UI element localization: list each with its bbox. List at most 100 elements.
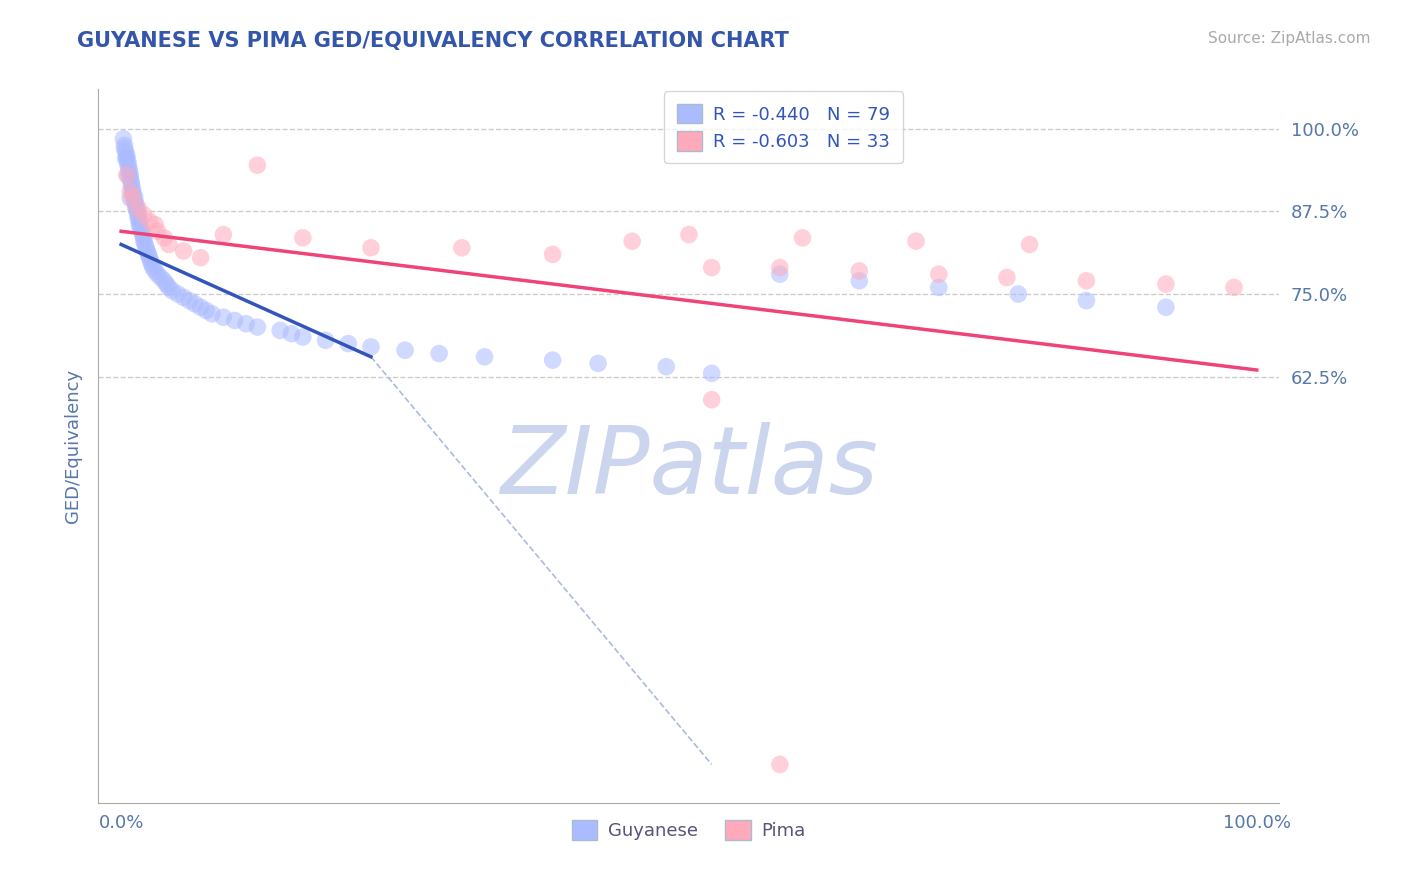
Point xyxy=(132,227,155,242)
Point xyxy=(792,231,814,245)
Point xyxy=(769,260,792,275)
Point xyxy=(143,218,166,232)
Point xyxy=(167,287,190,301)
Point xyxy=(117,168,139,182)
Point xyxy=(146,267,169,281)
Point xyxy=(700,392,723,407)
Point xyxy=(450,241,472,255)
Point xyxy=(173,244,195,258)
Point xyxy=(136,244,159,258)
Point xyxy=(135,241,157,255)
Point xyxy=(394,343,416,358)
Point xyxy=(1018,237,1040,252)
Point xyxy=(541,353,564,368)
Point xyxy=(127,201,149,215)
Point xyxy=(121,181,143,195)
Text: Source: ZipAtlas.com: Source: ZipAtlas.com xyxy=(1208,31,1371,46)
Point xyxy=(1154,300,1177,314)
Point xyxy=(114,138,136,153)
Point xyxy=(769,267,792,281)
Point xyxy=(129,221,152,235)
Point xyxy=(120,191,142,205)
Point xyxy=(360,340,382,354)
Point xyxy=(122,188,145,202)
Point xyxy=(184,297,207,311)
Point xyxy=(138,247,160,261)
Point xyxy=(120,171,142,186)
Point xyxy=(848,264,870,278)
Point xyxy=(138,214,160,228)
Point xyxy=(114,152,136,166)
Point xyxy=(201,307,224,321)
Point xyxy=(115,168,138,182)
Point xyxy=(474,350,496,364)
Y-axis label: GED/Equivalency: GED/Equivalency xyxy=(63,369,82,523)
Point xyxy=(121,185,143,199)
Point xyxy=(173,290,195,304)
Point xyxy=(586,356,609,370)
Point xyxy=(128,214,150,228)
Point xyxy=(114,142,136,156)
Point xyxy=(1076,293,1098,308)
Point xyxy=(121,191,143,205)
Point xyxy=(848,274,870,288)
Point xyxy=(149,270,172,285)
Point xyxy=(1007,287,1029,301)
Point xyxy=(132,208,155,222)
Point xyxy=(212,310,235,325)
Point xyxy=(141,257,163,271)
Point xyxy=(115,148,138,162)
Point xyxy=(212,227,235,242)
Point xyxy=(246,320,269,334)
Point xyxy=(114,145,136,159)
Point xyxy=(291,231,314,245)
Point xyxy=(291,330,314,344)
Point xyxy=(1223,280,1246,294)
Point xyxy=(224,313,246,327)
Point xyxy=(905,234,928,248)
Point xyxy=(127,211,149,225)
Point xyxy=(131,224,153,238)
Point xyxy=(928,280,950,294)
Point xyxy=(769,757,792,772)
Point xyxy=(118,161,141,176)
Point xyxy=(117,158,139,172)
Point xyxy=(157,237,180,252)
Point xyxy=(120,175,142,189)
Point xyxy=(143,264,166,278)
Point xyxy=(190,300,212,314)
Point xyxy=(162,284,183,298)
Point xyxy=(125,204,148,219)
Point xyxy=(621,234,644,248)
Legend: Guyanese, Pima: Guyanese, Pima xyxy=(565,813,813,847)
Point xyxy=(142,260,165,275)
Point xyxy=(1076,274,1098,288)
Point xyxy=(1154,277,1177,292)
Point xyxy=(117,154,139,169)
Point xyxy=(124,191,146,205)
Point xyxy=(134,237,156,252)
Point xyxy=(157,280,180,294)
Point xyxy=(139,254,162,268)
Point xyxy=(124,194,146,209)
Point xyxy=(128,218,150,232)
Point xyxy=(125,198,148,212)
Point xyxy=(190,251,212,265)
Point xyxy=(132,234,155,248)
Point xyxy=(127,208,149,222)
Point xyxy=(155,277,177,292)
Point xyxy=(337,336,360,351)
Point xyxy=(120,168,142,182)
Point xyxy=(928,267,950,281)
Point xyxy=(541,247,564,261)
Point xyxy=(246,158,269,172)
Text: ZIPatlas: ZIPatlas xyxy=(501,422,877,513)
Text: GUYANESE VS PIMA GED/EQUIVALENCY CORRELATION CHART: GUYANESE VS PIMA GED/EQUIVALENCY CORRELA… xyxy=(77,31,789,51)
Point xyxy=(112,132,135,146)
Point xyxy=(179,293,201,308)
Point xyxy=(315,333,337,347)
Point xyxy=(655,359,678,374)
Point xyxy=(700,260,723,275)
Point xyxy=(120,185,142,199)
Point xyxy=(146,224,169,238)
